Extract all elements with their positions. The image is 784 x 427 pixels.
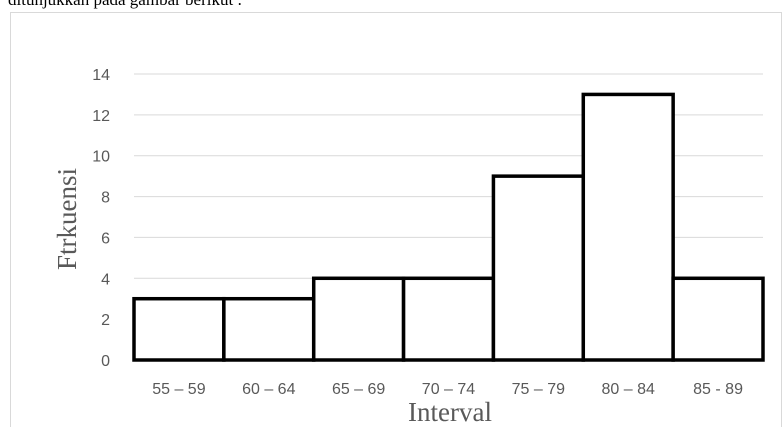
y-tick-label: 2 (101, 312, 110, 329)
x-tick-label: 75 – 79 (512, 381, 565, 398)
bar (401, 276, 496, 362)
x-tick-label: 60 – 64 (242, 381, 295, 398)
chart-frame (10, 12, 782, 427)
y-tick-label: 14 (92, 67, 110, 84)
x-tick-label: 55 – 59 (152, 381, 205, 398)
bar (311, 276, 406, 362)
x-tick-label: 65 – 69 (332, 381, 385, 398)
x-tick-label: 70 – 74 (422, 381, 475, 398)
bar (671, 276, 765, 362)
bar (581, 92, 675, 362)
y-axis-title: Ftrkuensi (52, 168, 82, 270)
y-tick-label: 12 (92, 108, 110, 125)
bar (222, 296, 316, 362)
bar (132, 296, 226, 362)
y-tick-labels: 0 2 4 6 8 10 12 14 (92, 67, 110, 370)
x-tick-label: 85 - 89 (693, 381, 743, 398)
header-text: ditunjukkan pada gambar berikut : (8, 0, 242, 10)
y-tick-label: 6 (101, 230, 110, 247)
y-tick-label: 8 (101, 190, 110, 207)
x-axis-title: Interval (408, 397, 492, 427)
bars (132, 92, 765, 362)
y-tick-label: 4 (101, 271, 110, 288)
x-tick-labels: 55 – 59 60 – 64 65 – 69 70 – 74 75 – 79 80 – … (152, 381, 743, 398)
bar (491, 174, 586, 362)
y-tick-label: 0 (101, 353, 110, 370)
y-tick-label: 10 (92, 149, 110, 166)
x-tick-label: 80 – 84 (602, 381, 655, 398)
